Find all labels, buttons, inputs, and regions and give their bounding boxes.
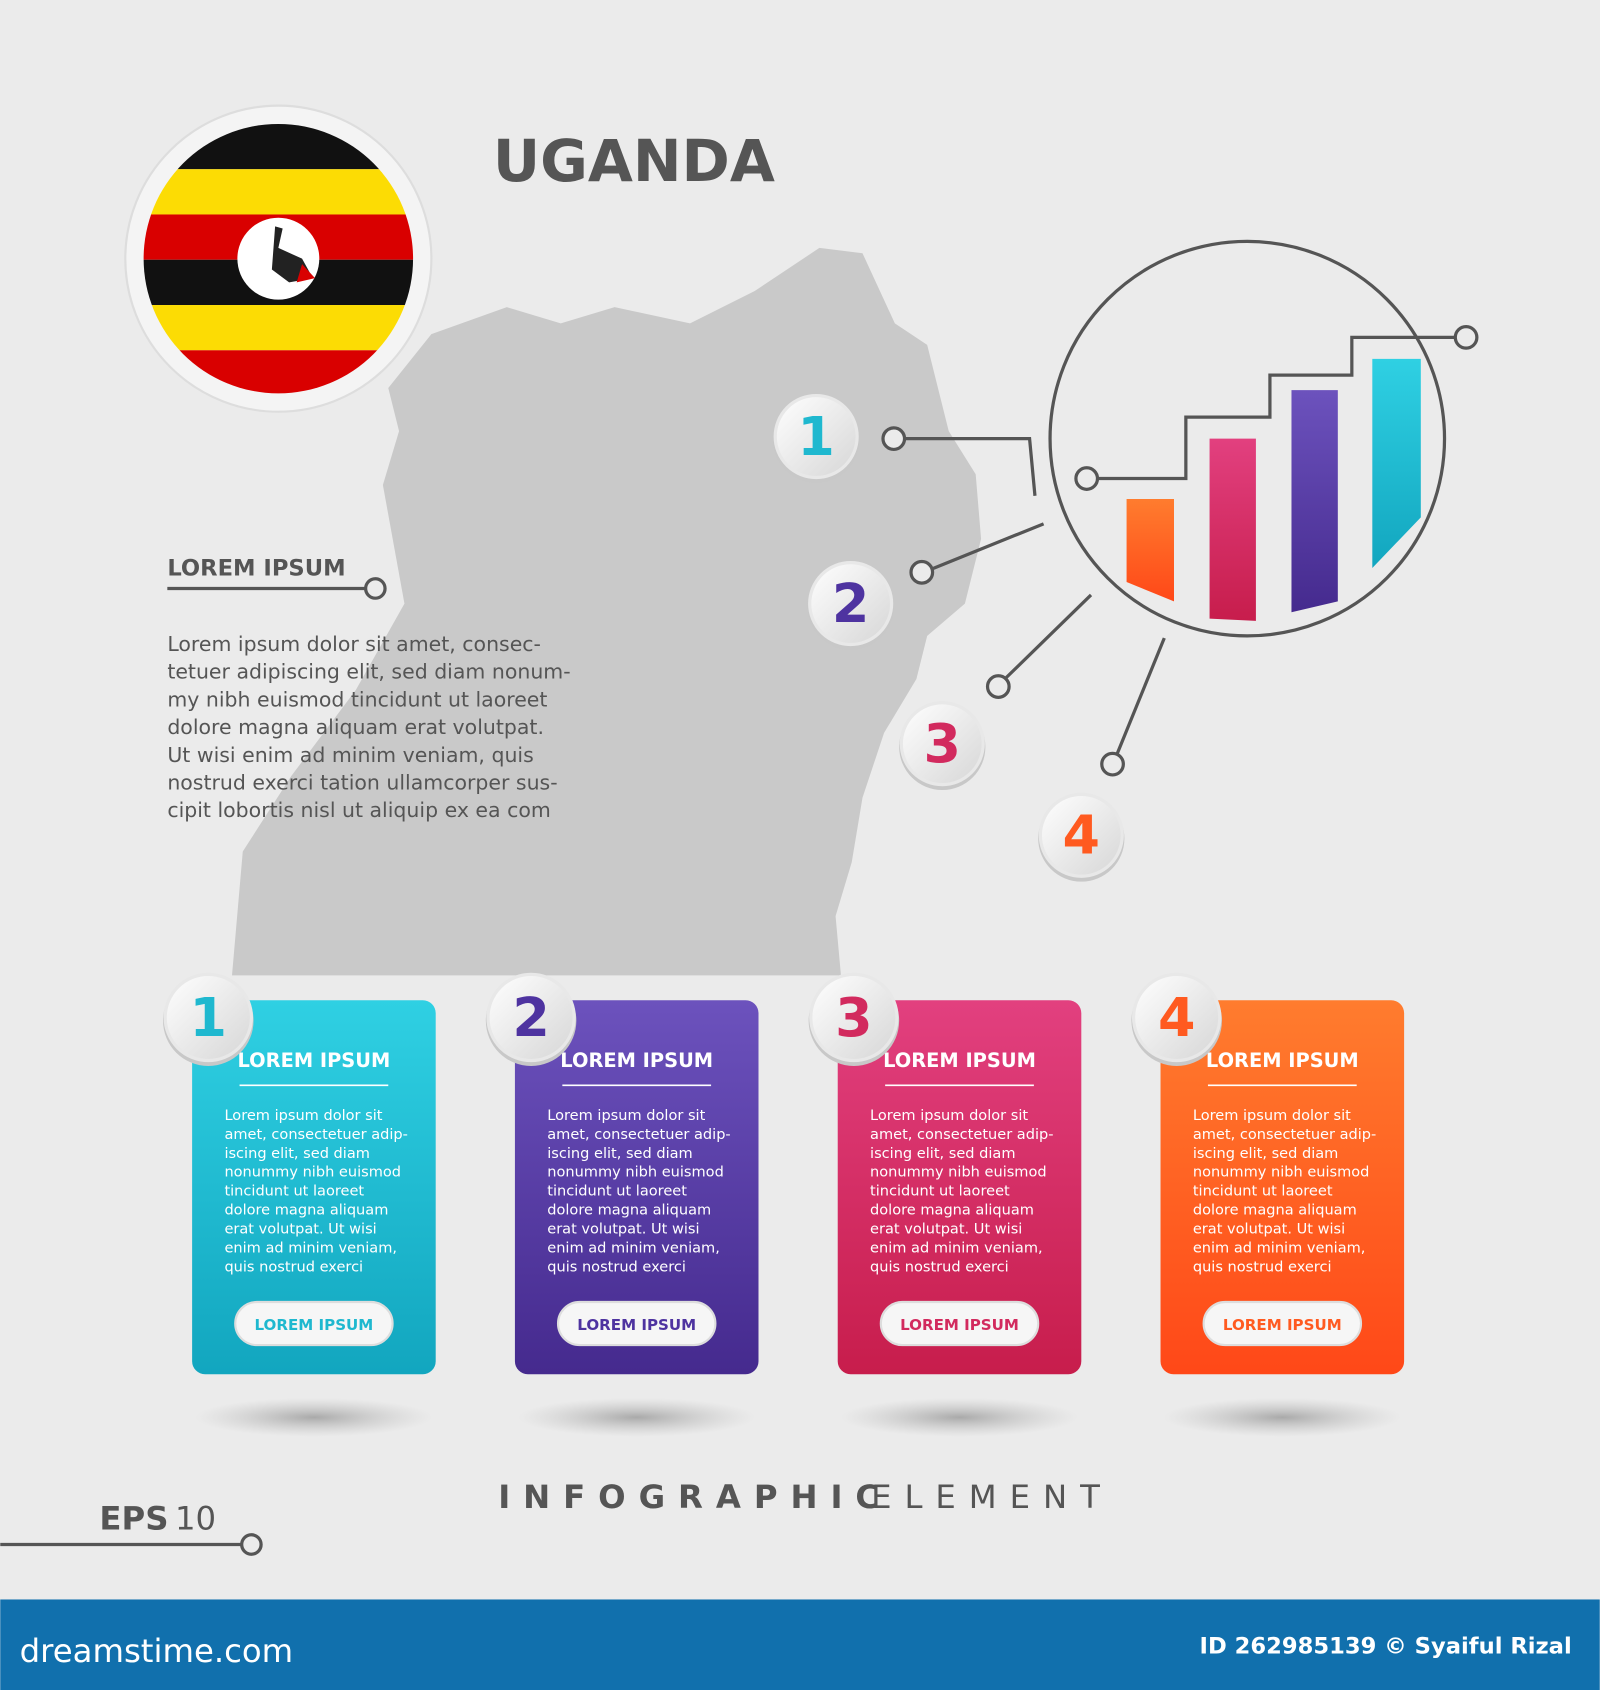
site: dreamstime.com: [20, 1632, 294, 1670]
card-title: LOREM IPSUM: [238, 1049, 391, 1072]
eps-version: 10: [175, 1499, 216, 1537]
card-title: LOREM IPSUM: [1206, 1049, 1359, 1072]
card-line: nonummy nibh euismod: [547, 1164, 724, 1181]
dot: [240, 1533, 263, 1556]
flag: [124, 104, 433, 413]
connectors: [881, 239, 1479, 777]
card-line: amet, consectetuer adip-: [870, 1126, 1053, 1143]
credit: ID 262985139 © Syaiful Rizal: [1200, 1633, 1572, 1659]
card-title: LOREM IPSUM: [883, 1049, 1036, 1072]
card-line: dolore magna aliquam: [224, 1202, 388, 1219]
card: [514, 1000, 759, 1375]
number-badge: [809, 972, 899, 1063]
card-line: quis nostrud exerci: [547, 1259, 686, 1276]
card-line: tincidunt ut laoreet: [1193, 1183, 1333, 1200]
sidebar-line: Lorem ipsum dolor sit amet, consec-: [167, 632, 541, 656]
card-line: tincidunt ut laoreet: [224, 1183, 364, 1200]
sidebar-line: tetuer adipiscing elit, sed diam nonum-: [167, 660, 570, 684]
card-line: erat volutpat. Ut wisi: [224, 1221, 376, 1238]
card-line: Lorem ipsum dolor sit: [224, 1107, 382, 1124]
card-line: nonummy nibh euismod: [224, 1164, 401, 1181]
button-label: LOREM IPSUM: [1223, 1316, 1342, 1334]
footer-bold: INFOGRAPHIC: [498, 1478, 892, 1516]
eps-label: EPS: [99, 1499, 168, 1537]
card: [1160, 1000, 1405, 1375]
card-line: Lorem ipsum dolor sit: [1193, 1107, 1351, 1124]
card-line: iscing elit, sed diam: [1193, 1145, 1338, 1162]
sidebar-line: nostrud exerci tation ullamcorper sus-: [167, 770, 557, 794]
card-line: iscing elit, sed diam: [224, 1145, 369, 1162]
card-line: tincidunt ut laoreet: [547, 1183, 687, 1200]
sidebar-heading: LOREM IPSUM: [167, 556, 345, 582]
number: 1: [797, 405, 835, 468]
dynamic: 1 2 3 4 LOREM IPSUM Lorem ipsum dolor sit amet…: [163, 393, 1405, 1437]
dot: [364, 577, 387, 600]
number: 3: [835, 986, 873, 1049]
button: [1202, 1300, 1363, 1347]
number-badge: [163, 972, 254, 1063]
card-line: dolore magna aliquam: [870, 1202, 1034, 1219]
shadow: [840, 1397, 1079, 1437]
eps: EPS 10: [99, 1499, 216, 1537]
card-line: enim ad minim veniam,: [224, 1240, 397, 1257]
card-line: amet, consectetuer adip-: [1193, 1126, 1376, 1143]
card-line: erat volutpat. Ut wisi: [1193, 1221, 1345, 1238]
number: 1: [190, 986, 227, 1049]
sidebar-line: my nibh euismod tincidunt ut laoreet: [167, 687, 547, 711]
sidebar-line: dolore magna aliquam erat volutpat.: [167, 715, 544, 739]
button: [556, 1300, 717, 1347]
bar-icon: [1126, 358, 1421, 621]
number: 2: [832, 572, 870, 635]
card-line: Lorem ipsum dolor sit: [547, 1107, 705, 1124]
number-badge: [773, 393, 859, 480]
watermark-bar: [0, 1599, 1600, 1690]
card-line: quis nostrud exerci: [1193, 1259, 1332, 1276]
card-line: nonummy nibh euismod: [1193, 1164, 1370, 1181]
number: 4: [1063, 804, 1101, 867]
card: [837, 1000, 1082, 1375]
card-line: iscing elit, sed diam: [870, 1145, 1015, 1162]
card-line: enim ad minim veniam,: [870, 1240, 1043, 1257]
card-line: enim ad minim veniam,: [547, 1240, 720, 1257]
button: [879, 1300, 1040, 1347]
number: 4: [1158, 986, 1195, 1049]
card-line: Lorem ipsum dolor sit: [870, 1107, 1028, 1124]
card-line: tincidunt ut laoreet: [870, 1183, 1010, 1200]
card-line: amet, consectetuer adip-: [224, 1126, 407, 1143]
title: UGANDA: [493, 127, 775, 195]
card-line: dolore magna aliquam: [1193, 1202, 1357, 1219]
shadow: [1163, 1397, 1401, 1437]
number-badge: [1038, 792, 1124, 878]
card-line: quis nostrud exerci: [224, 1259, 363, 1276]
sidebar-text: Lorem ipsum dolor sit amet, consec-tetue…: [167, 632, 570, 822]
sidebar-line: cipit lobortis nisl ut aliquip ex ea com: [167, 798, 550, 822]
card-line: amet, consectetuer adip-: [547, 1126, 730, 1143]
card: [192, 1000, 436, 1375]
card-line: erat volutpat. Ut wisi: [870, 1221, 1022, 1238]
number-badge: [486, 972, 576, 1063]
shadow: [518, 1397, 756, 1437]
button-label: LOREM IPSUM: [900, 1316, 1019, 1334]
card-line: quis nostrud exerci: [870, 1259, 1009, 1276]
number-badge: [899, 701, 985, 787]
footer-light: ELEMENT: [871, 1478, 1113, 1516]
number-badge: [1131, 972, 1222, 1063]
card-title: LOREM IPSUM: [560, 1049, 713, 1072]
shadow: [195, 1397, 433, 1437]
card-line: nonummy nibh euismod: [870, 1164, 1047, 1181]
button-label: LOREM IPSUM: [254, 1316, 373, 1334]
card-line: iscing elit, sed diam: [547, 1145, 692, 1162]
card-line: erat volutpat. Ut wisi: [547, 1221, 699, 1238]
card-line: dolore magna aliquam: [547, 1202, 711, 1219]
card-line: enim ad minim veniam,: [1193, 1240, 1366, 1257]
number: 2: [512, 986, 550, 1049]
button-label: LOREM IPSUM: [577, 1316, 696, 1334]
button: [234, 1300, 394, 1347]
number-badge: [808, 560, 894, 647]
sidebar-line: Ut wisi enim ad minim veniam, quis: [167, 743, 533, 767]
number: 3: [924, 712, 962, 775]
